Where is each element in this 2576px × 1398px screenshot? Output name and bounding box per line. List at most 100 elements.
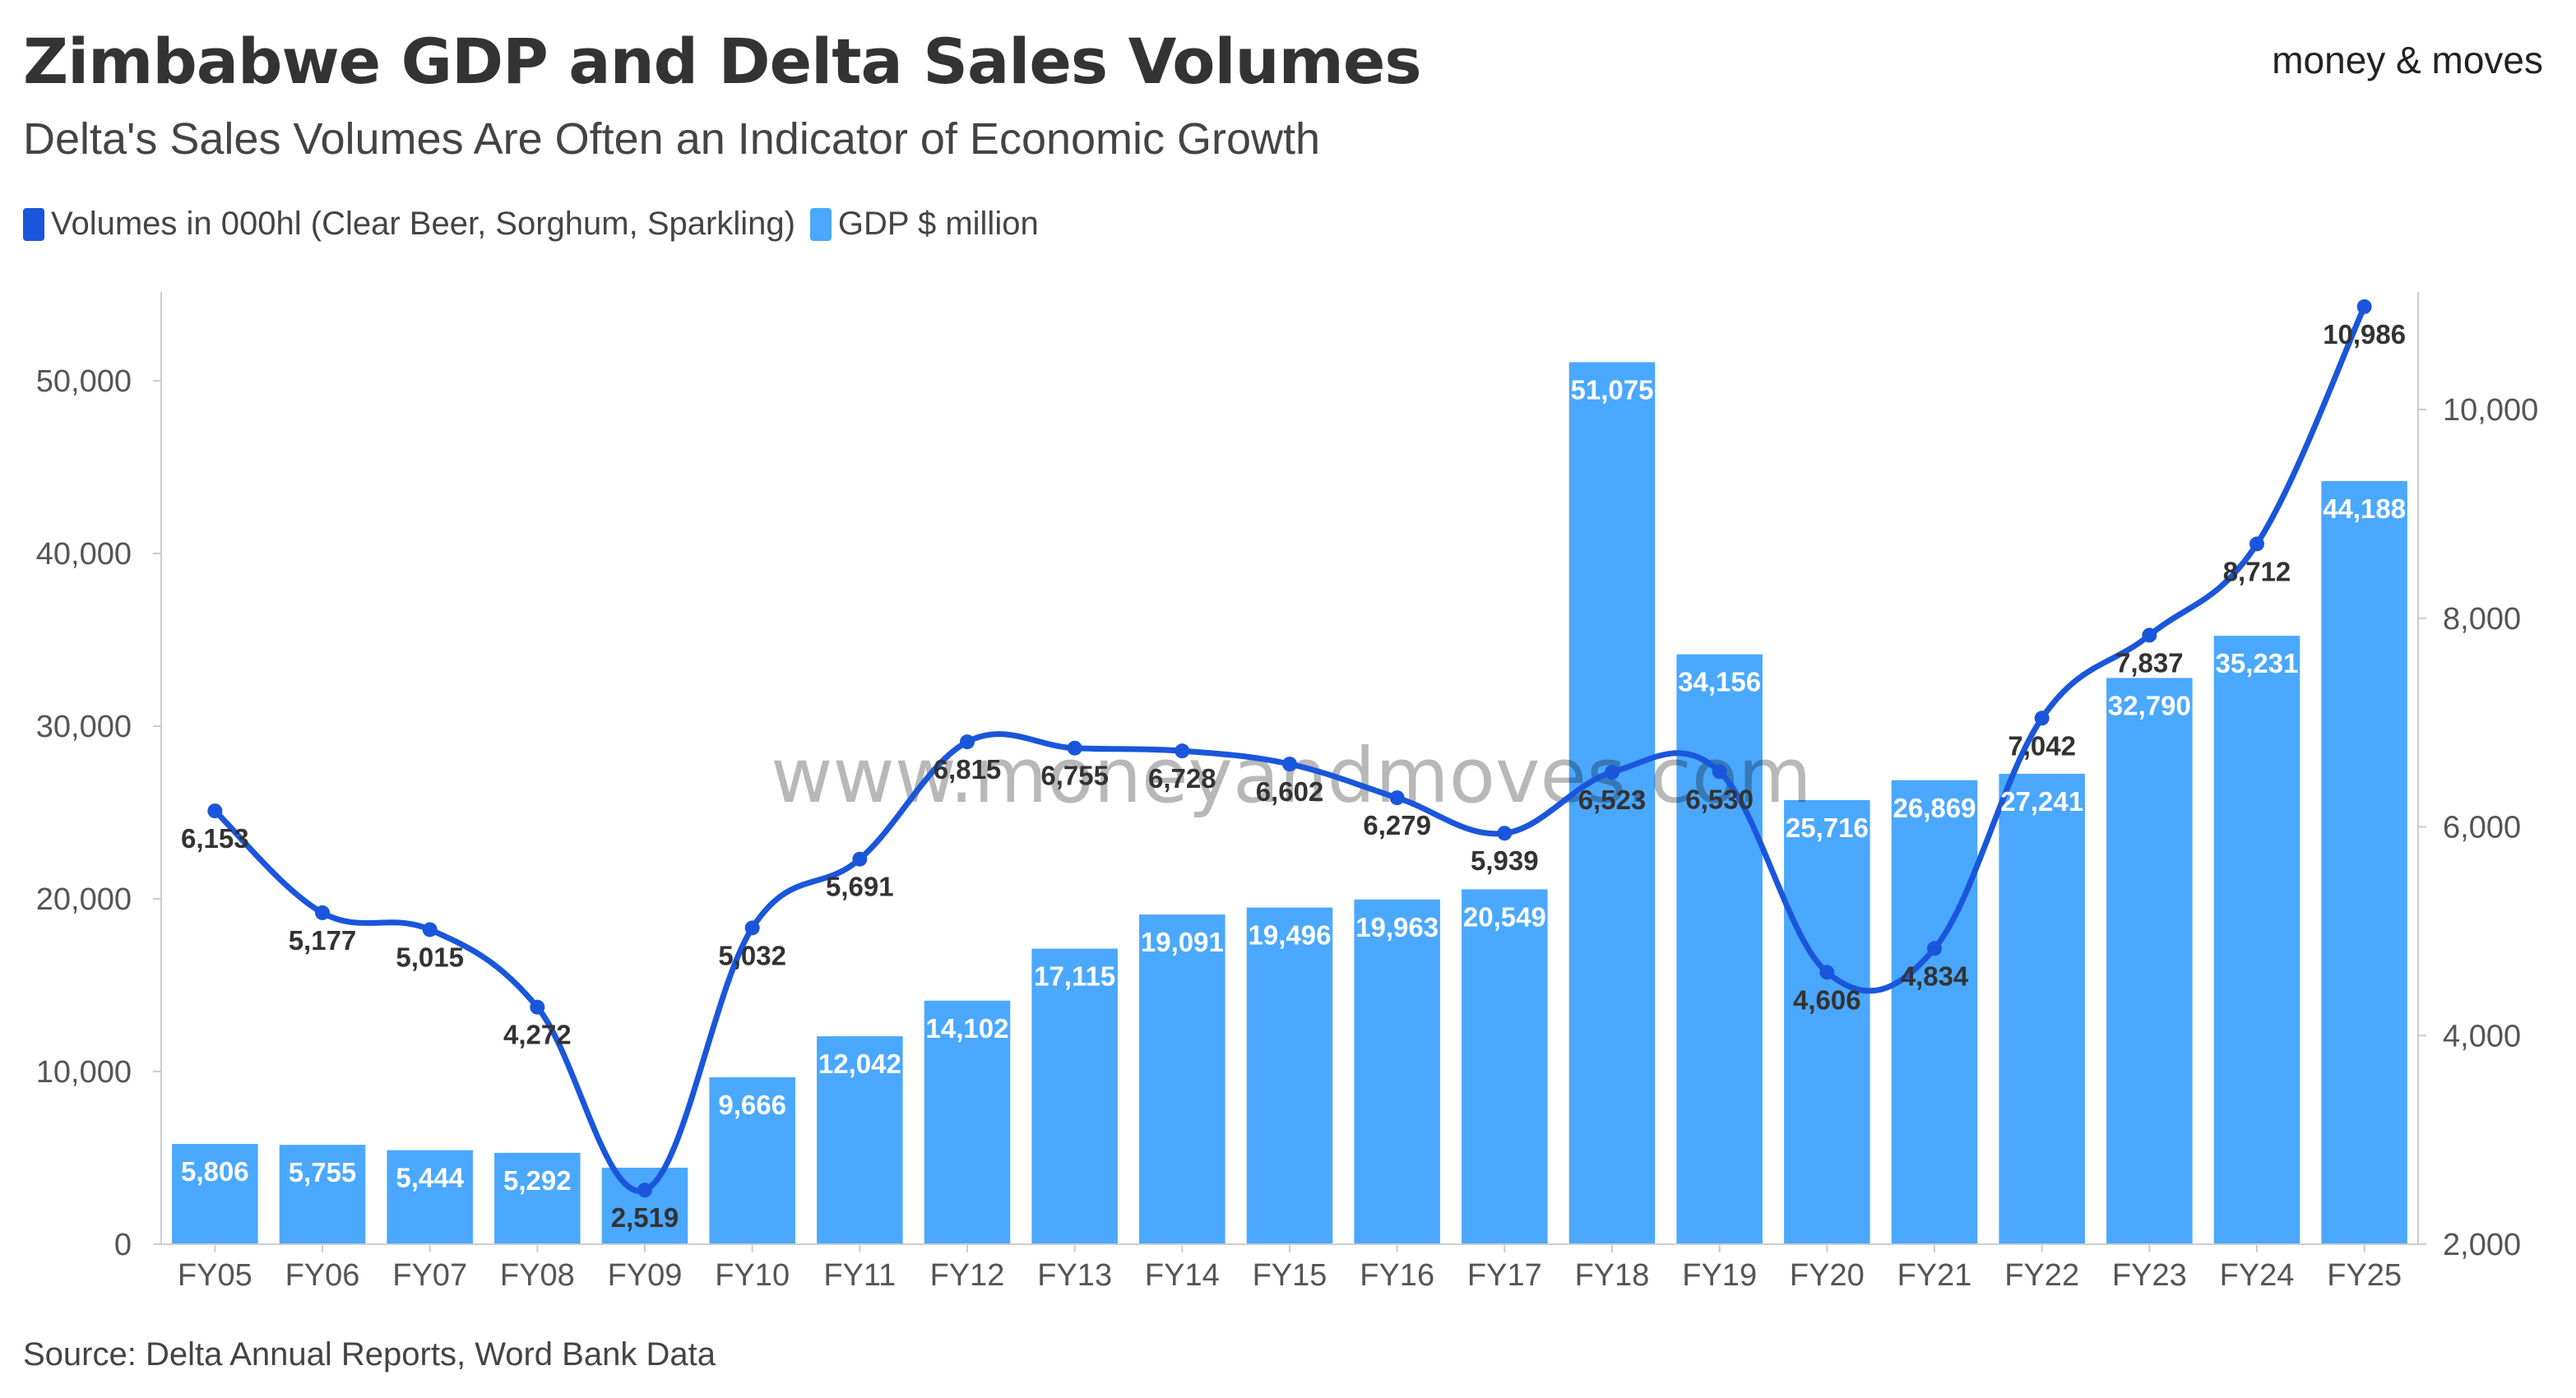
gdp-bar [2106,678,2193,1244]
legend-swatch-volumes [23,207,44,241]
volume-value-label: 5,691 [826,872,894,902]
y-right-tick-label: 6,000 [2443,811,2521,845]
x-tick-label: FY21 [1897,1258,1972,1293]
volume-value-label: 6,755 [1040,761,1109,791]
volume-value-label: 2,519 [611,1202,679,1233]
x-tick-label: FY11 [823,1258,896,1293]
gdp-bar [172,1144,258,1244]
volume-point [1174,743,1190,759]
chart-title: Zimbabwe GDP and Delta Sales Volumes [23,25,1422,98]
volume-value-label: 6,530 [1685,784,1754,814]
volume-value-label: 5,032 [718,940,786,970]
x-tick-label: FY09 [608,1258,683,1293]
gdp-bar [387,1150,473,1244]
gdp-bar [2321,481,2407,1244]
x-tick-label: FY18 [1575,1258,1650,1293]
y-axis-right: 2,000 4,000 6,000 8,000 10,000 [2417,292,2538,1262]
y-left-tick-label: 30,000 [36,710,132,744]
gdp-bar [2213,636,2300,1244]
gdp-bar [1784,799,1870,1244]
y-right-tick-label: 10,000 [2443,393,2538,428]
x-tick-label: FY15 [1253,1258,1327,1293]
gdp-bar-value-label: 19,963 [1355,912,1439,942]
y-left-tick-label: 20,000 [36,882,132,917]
x-tick-label: FY10 [715,1258,790,1293]
legend: Volumes in 000hl (Clear Beer, Sorghum, S… [23,206,1054,243]
gdp-bar [1568,362,1656,1244]
gdp-bar-value-label: 19,496 [1249,920,1332,951]
volume-value-label: 6,523 [1578,785,1647,815]
y-left-tick-label: 50,000 [36,364,132,399]
volume-point [1819,965,1835,980]
x-tick-label: FY22 [2004,1258,2079,1293]
gdp-bar [1462,889,1548,1244]
gdp-bar-value-label: 51,075 [1571,374,1654,405]
source-note: Source: Delta Annual Reports, Word Bank … [23,1336,716,1373]
x-tick-label: FY25 [2327,1258,2402,1293]
volume-point [1605,765,1619,780]
legend-item-gdp: GDP $ million [809,206,1039,243]
x-tick-label: FY16 [1360,1258,1434,1293]
volume-value-label: 6,153 [181,823,249,854]
gdp-bar [1031,948,1118,1244]
gdp-bar-labels: 5,806 5,755 5,444 5,292 9,666 12,042 14,102 17,… [181,374,2406,1195]
x-tick-label: FY05 [178,1258,253,1293]
volume-value-label: 5,939 [1471,845,1539,876]
y-left-tick-label: 10,000 [36,1055,132,1090]
volume-point [1497,826,1513,841]
gdp-bar-value-label: 9,666 [718,1090,786,1120]
volume-point [1712,764,1727,780]
legend-label-gdp: GDP $ million [837,206,1039,242]
gdp-bar-value-label: 19,091 [1141,927,1224,957]
gdp-bar-value-label: 14,102 [926,1013,1009,1044]
y-left-tick-label: 40,000 [36,537,132,572]
y-right-tick-label: 4,000 [2443,1019,2521,1053]
gdp-bar [1246,907,1333,1244]
gdp-bar [924,1000,1011,1244]
volume-value-label: 7,837 [2115,647,2184,678]
gdp-bar [817,1036,903,1244]
volume-value-label: 5,015 [396,942,464,972]
volume-value-label: 4,606 [1793,984,1861,1015]
gdp-bar [494,1152,581,1244]
volume-value-label: 6,602 [1256,776,1324,807]
volume-point [744,920,760,936]
volume-value-label: 6,815 [934,754,1002,785]
chart-subtitle: Delta's Sales Volumes Are Often an Indic… [23,114,1321,164]
gdp-bar-value-label: 5,806 [181,1156,249,1187]
x-tick-label: FY07 [392,1258,467,1293]
volume-point [422,922,438,937]
x-tick-label: FY08 [500,1258,575,1293]
volume-point [1282,757,1297,772]
gdp-bar-value-label: 44,188 [2323,493,2406,524]
y-right-tick-label: 2,000 [2443,1228,2521,1262]
volume-point [960,734,975,750]
x-tick-label: FY20 [1790,1258,1865,1293]
volume-point [2034,711,2050,726]
volume-line-labels: 6,153 5,177 5,015 4,272 2,519 5,032 5,691 6,815… [181,319,2406,1233]
volume-point [2142,627,2157,643]
gdp-bar-value-label: 5,292 [503,1165,572,1196]
legend-label-volumes: Volumes in 000hl (Clear Beer, Sorghum, S… [51,206,795,242]
gdp-bar [1354,899,1440,1244]
gdp-bar-value-label: 26,869 [1893,793,1976,823]
watermark: www.moneyandmoves.com [771,732,1812,820]
volume-value-label: 6,728 [1148,763,1216,794]
volume-value-label: 4,834 [1901,961,1969,991]
x-tick-label: FY23 [2112,1258,2187,1293]
gdp-bar [279,1145,366,1244]
volume-value-label: 8,712 [2223,556,2291,586]
volume-point [2249,536,2264,552]
gdp-bar-value-label: 34,156 [1678,667,1761,697]
volume-value-label: 5,177 [289,925,357,956]
gdp-bar [709,1077,795,1244]
volume-point [1067,740,1082,756]
x-tick-label: FY17 [1467,1258,1542,1293]
volume-value-label: 6,279 [1363,810,1431,840]
gdp-bar-value-label: 35,231 [2216,648,2299,678]
volume-point [852,851,868,867]
gdp-bar-value-label: 5,755 [289,1157,357,1187]
volume-value-label: 7,042 [2008,730,2076,761]
gdp-bar-value-label: 25,716 [1786,812,1869,843]
